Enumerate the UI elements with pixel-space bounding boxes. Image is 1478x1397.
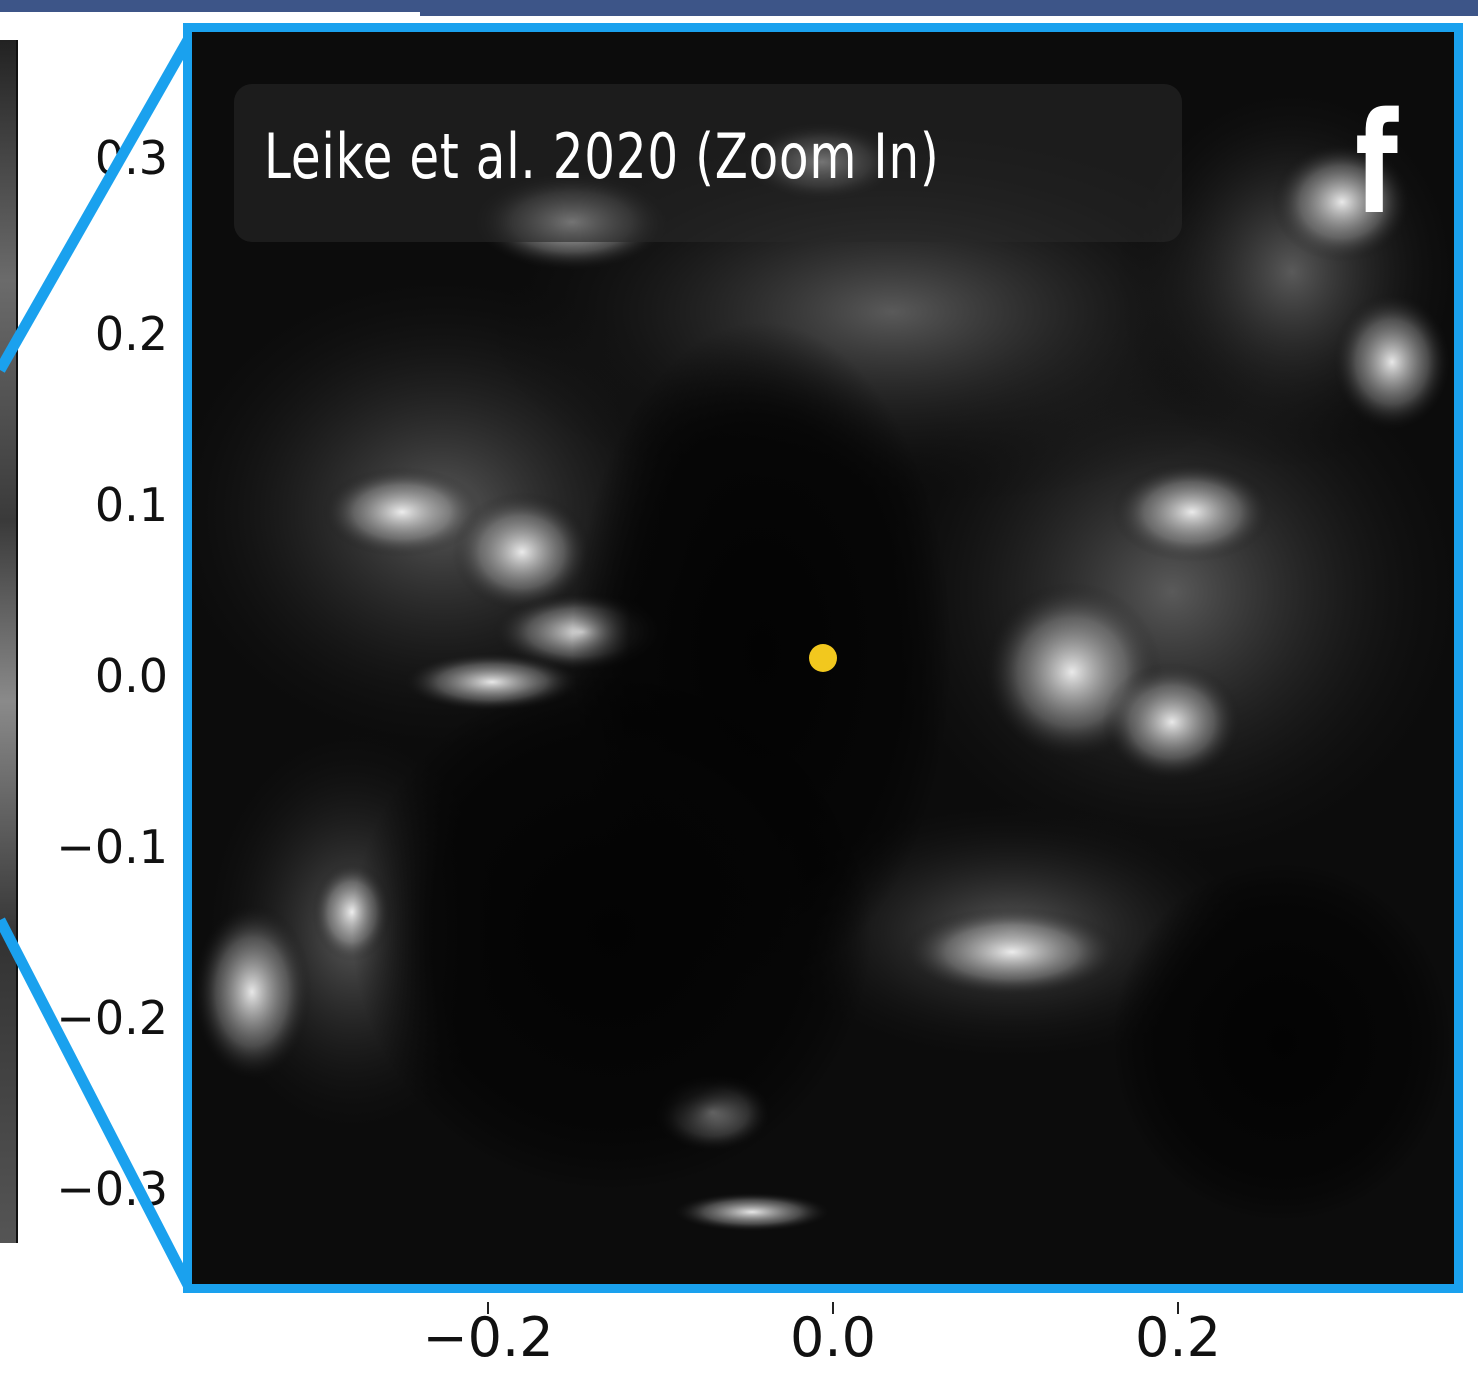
zoom-panel: Leike et al. 2020 (Zoom In) f [183,23,1463,1293]
y-tick-label: 0.0 [94,649,168,703]
y-tick-label: −0.2 [56,991,168,1045]
x-tick-mark [832,1302,834,1314]
y-tick-label: −0.1 [56,820,168,874]
header-bar-left [0,0,420,12]
panel-title: Leike et al. 2020 (Zoom In) [264,120,940,193]
panel-title-box [234,84,1182,242]
sun-marker-layer [809,644,837,672]
y-tick-label: 0.1 [94,478,168,532]
sun-marker [809,644,837,672]
x-tick-mark [1177,1302,1179,1314]
x-tick-label: 0.2 [1135,1306,1221,1369]
panel-letter: f [1355,83,1398,246]
y-tick-label: 0.2 [94,307,168,361]
x-tick-label: −0.2 [422,1306,554,1369]
x-tick-label: 0.0 [790,1306,876,1369]
x-tick-mark [487,1302,489,1314]
header-bar-right [420,0,1478,16]
